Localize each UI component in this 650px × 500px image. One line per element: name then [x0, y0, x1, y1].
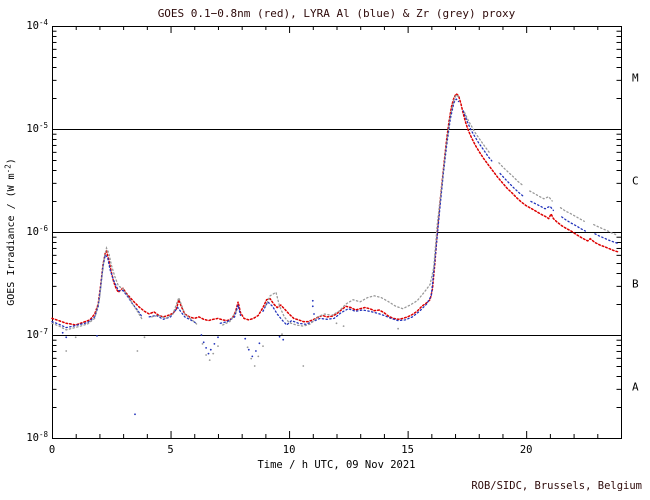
svg-text:A: A	[632, 381, 639, 394]
grey-series-curve	[51, 93, 619, 367]
y-axis-label: GOES Irradiance / (W m-2)	[4, 158, 18, 306]
svg-text:10-4: 10-4	[26, 18, 48, 32]
x-axis-label: Time / h UTC, 09 Nov 2021	[257, 459, 416, 471]
x-tick-labels: 0 5 10 15 20	[49, 444, 533, 456]
chart-title: GOES 0.1−0.8nm (red), LYRA Al (blue) & Z…	[157, 7, 516, 20]
svg-text:B: B	[632, 278, 639, 291]
y-tick-labels: 10-4 10-5 10-6 10-7 10-8	[26, 18, 48, 444]
svg-text:10-8: 10-8	[26, 430, 48, 444]
flare-class-lines	[52, 129, 621, 336]
svg-text:15: 15	[401, 444, 414, 456]
svg-text:M: M	[632, 72, 639, 85]
svg-text:C: C	[632, 175, 639, 188]
svg-text:10-7: 10-7	[26, 327, 48, 341]
blue-series-curve	[51, 98, 620, 416]
flare-class-labels: M C B A	[632, 72, 639, 394]
svg-text:10-5: 10-5	[26, 121, 48, 135]
svg-text:10: 10	[283, 444, 296, 456]
red-series-curve	[51, 92, 620, 326]
svg-text:5: 5	[167, 444, 173, 456]
svg-text:0: 0	[49, 444, 55, 456]
plot-frame	[52, 26, 622, 439]
svg-text:20: 20	[520, 444, 533, 456]
svg-text:10-6: 10-6	[26, 224, 48, 238]
credit-text: ROB/SIDC, Brussels, Belgium	[471, 480, 642, 492]
